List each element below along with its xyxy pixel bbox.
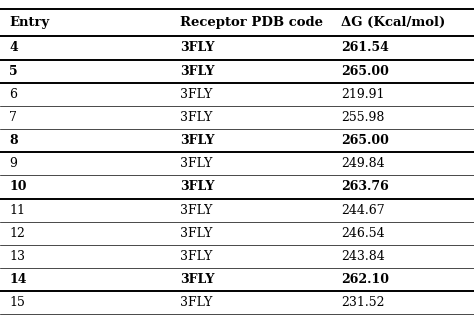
Text: 4: 4 xyxy=(9,41,18,54)
Text: 13: 13 xyxy=(9,250,26,263)
Text: 3FLY: 3FLY xyxy=(180,296,212,309)
Text: 3FLY: 3FLY xyxy=(180,64,215,78)
Text: 9: 9 xyxy=(9,157,18,170)
Text: 265.00: 265.00 xyxy=(341,64,389,78)
Text: 7: 7 xyxy=(9,111,18,124)
Text: 262.10: 262.10 xyxy=(341,273,389,286)
Text: 15: 15 xyxy=(9,296,25,309)
Text: 249.84: 249.84 xyxy=(341,157,385,170)
Text: 3FLY: 3FLY xyxy=(180,250,212,263)
Text: Entry: Entry xyxy=(9,16,50,29)
Text: 5: 5 xyxy=(9,64,18,78)
Text: 3FLY: 3FLY xyxy=(180,204,212,217)
Text: 265.00: 265.00 xyxy=(341,134,389,147)
Text: 261.54: 261.54 xyxy=(341,41,389,54)
Text: 3FLY: 3FLY xyxy=(180,41,215,54)
Text: ΔG (Kcal/mol): ΔG (Kcal/mol) xyxy=(341,16,446,29)
Text: 6: 6 xyxy=(9,88,18,101)
Text: 11: 11 xyxy=(9,204,26,217)
Text: 3FLY: 3FLY xyxy=(180,111,212,124)
Text: 231.52: 231.52 xyxy=(341,296,385,309)
Text: 3FLY: 3FLY xyxy=(180,227,212,240)
Text: 255.98: 255.98 xyxy=(341,111,385,124)
Text: 3FLY: 3FLY xyxy=(180,134,215,147)
Text: 3FLY: 3FLY xyxy=(180,157,212,170)
Text: 3FLY: 3FLY xyxy=(180,88,212,101)
Text: Receptor PDB code: Receptor PDB code xyxy=(180,16,323,29)
Text: 14: 14 xyxy=(9,273,27,286)
Text: 219.91: 219.91 xyxy=(341,88,385,101)
Text: 10: 10 xyxy=(9,180,27,193)
Text: 3FLY: 3FLY xyxy=(180,180,215,193)
Text: 246.54: 246.54 xyxy=(341,227,385,240)
Text: 263.76: 263.76 xyxy=(341,180,389,193)
Text: 3FLY: 3FLY xyxy=(180,273,215,286)
Text: 244.67: 244.67 xyxy=(341,204,385,217)
Text: 12: 12 xyxy=(9,227,25,240)
Text: 8: 8 xyxy=(9,134,18,147)
Text: 243.84: 243.84 xyxy=(341,250,385,263)
